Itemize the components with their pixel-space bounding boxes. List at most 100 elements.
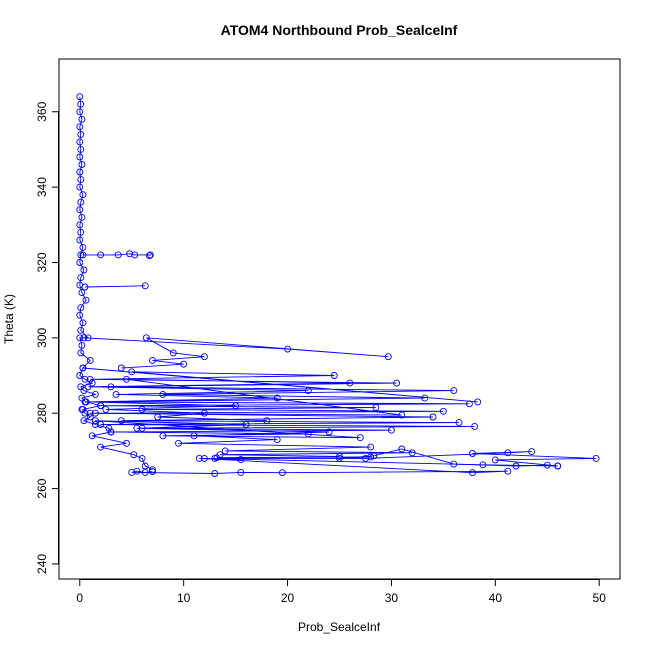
data-point (76, 206, 84, 214)
data-point (77, 326, 85, 334)
data-point (77, 130, 85, 138)
plot-frame (58, 58, 621, 580)
x-tick-label: 0 (76, 591, 83, 605)
data-point (78, 161, 86, 168)
data-point (398, 445, 406, 453)
data-point (200, 409, 208, 417)
data-point (237, 456, 245, 464)
data-point (105, 424, 113, 432)
data-point (80, 387, 88, 395)
data-point (439, 407, 447, 415)
data-point (504, 449, 512, 457)
data-point (450, 460, 458, 468)
data-point (491, 456, 499, 464)
data-point (76, 168, 84, 176)
data-point (367, 453, 375, 461)
data-point (81, 409, 89, 417)
data-point (384, 353, 392, 361)
data-point (284, 345, 292, 353)
data-point (97, 251, 105, 259)
data-point (114, 251, 122, 259)
data-point (77, 198, 85, 206)
data-point (112, 390, 120, 398)
data-point (146, 251, 154, 259)
series-line (83, 337, 389, 369)
series-line (82, 253, 152, 257)
data-point (77, 228, 85, 236)
data-point (133, 424, 141, 432)
data-point (142, 334, 150, 342)
data-point (145, 252, 153, 260)
data-point (159, 432, 167, 440)
data-point (81, 375, 89, 383)
data-point (102, 405, 110, 413)
data-point (78, 115, 86, 123)
data-point (138, 405, 146, 413)
data-point (88, 432, 96, 440)
data-point (107, 383, 115, 391)
data-point (336, 454, 343, 462)
data-point (504, 467, 512, 475)
data-point (592, 454, 600, 462)
data-point (91, 390, 99, 398)
y-tick-label: 280 (35, 403, 49, 423)
data-point (138, 454, 146, 462)
data-point (138, 424, 146, 432)
data-point (393, 379, 401, 387)
y-tick-label: 360 (35, 101, 49, 121)
data-point (76, 372, 84, 379)
data-point (141, 462, 149, 470)
data-point (304, 387, 312, 395)
data-point (123, 439, 130, 447)
data-point (195, 454, 203, 462)
series-upper-profile (76, 93, 105, 413)
data-point (304, 430, 312, 438)
data-point (79, 191, 87, 199)
data-point (82, 296, 90, 304)
data-point (387, 426, 395, 434)
data-point (141, 282, 149, 290)
series-theta-322-cluster (79, 250, 154, 260)
series-line (82, 367, 478, 422)
data-point (190, 432, 198, 440)
data-point (80, 334, 88, 342)
data-point (469, 469, 476, 477)
data-point (232, 402, 240, 410)
data-point (80, 266, 88, 274)
x-tick-label: 20 (281, 591, 295, 605)
data-point (77, 176, 85, 184)
data-point (79, 319, 87, 327)
data-point (200, 454, 208, 462)
plot-series (76, 93, 600, 477)
data-point (80, 417, 88, 425)
data-point (76, 183, 84, 191)
data-point (78, 289, 86, 297)
data-point (149, 468, 156, 476)
data-point (372, 404, 380, 412)
data-point (149, 466, 156, 474)
data-point (82, 398, 90, 406)
data-point (97, 402, 105, 410)
data-point (86, 356, 94, 364)
data-point (465, 400, 473, 408)
data-point (273, 394, 281, 402)
data-point (128, 368, 136, 376)
data-point (450, 387, 458, 395)
data-point (91, 421, 99, 428)
series-line (79, 96, 101, 410)
data-point (149, 356, 156, 364)
series-line (90, 412, 475, 457)
data-point (200, 353, 208, 361)
data-point (278, 469, 286, 477)
data-point (76, 259, 84, 266)
data-point (77, 145, 85, 153)
data-point (429, 413, 437, 421)
data-point (77, 274, 85, 282)
data-point (159, 390, 167, 398)
data-point (76, 93, 84, 101)
x-tick-label: 50 (593, 591, 607, 605)
y-tick-label: 300 (35, 328, 49, 348)
data-point (97, 421, 105, 428)
